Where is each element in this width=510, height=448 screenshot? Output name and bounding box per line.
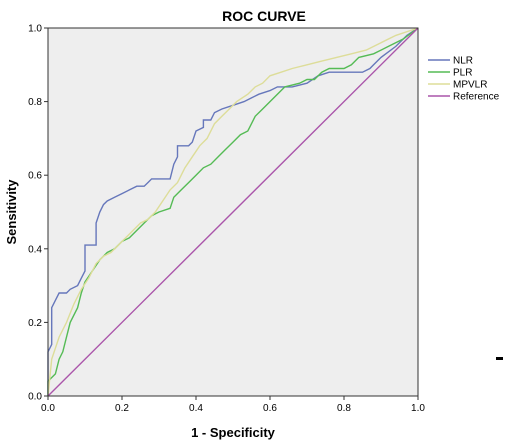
legend-label-mpvlr: MPVLR — [453, 80, 487, 91]
series-line-mpvlr — [47, 27, 419, 397]
series-line-plr — [47, 27, 419, 396]
y-tick-label: 1.0 — [28, 24, 42, 35]
x-tick-label: 0.2 — [115, 403, 129, 414]
legend-label-plr: PLR — [453, 68, 472, 79]
legend-label-reference: Reference — [453, 92, 500, 103]
y-axis-label: Sensitivity — [4, 179, 19, 245]
y-tick-label: 0.6 — [28, 171, 42, 182]
series-line-reference — [47, 27, 419, 397]
series-line-nlr — [47, 27, 419, 396]
x-tick-label: 1.0 — [411, 403, 425, 414]
y-tick-label: 0.4 — [28, 244, 42, 255]
x-tick-label: 0.4 — [189, 403, 203, 414]
stray-mark — [496, 357, 503, 360]
y-tick-label: 0.8 — [28, 97, 42, 108]
y-tick-label: 0.0 — [28, 392, 42, 403]
x-tick-label: 0.0 — [41, 403, 55, 414]
x-axis: 0.0 0.2 0.4 0.6 0.8 1.0 — [41, 396, 425, 414]
chart-title: ROC CURVE — [222, 8, 306, 24]
y-tick-label: 0.2 — [28, 318, 42, 329]
x-axis-label: 1 - Specificity — [191, 425, 276, 440]
x-tick-label: 0.6 — [263, 403, 277, 414]
legend-label-nlr: NLR — [453, 56, 473, 67]
x-tick-label: 0.8 — [337, 403, 351, 414]
y-axis: 0.0 0.2 0.4 0.6 0.8 1.0 — [28, 24, 48, 403]
plot-frame — [47, 27, 419, 397]
series-layer — [47, 27, 419, 397]
